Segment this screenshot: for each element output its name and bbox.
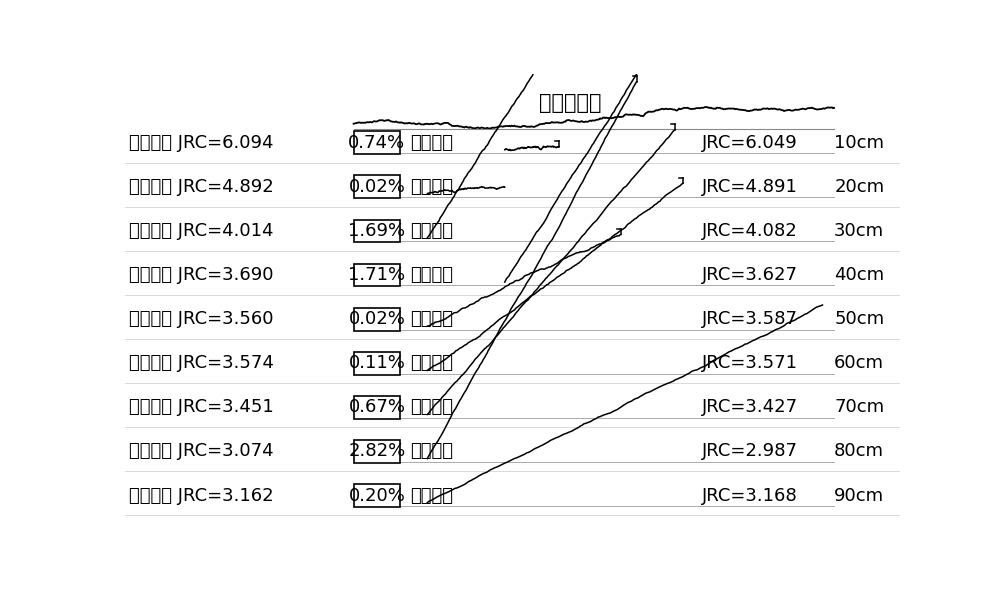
Text: 表征单元 JRC=4.892: 表征单元 JRC=4.892 <box>129 178 274 196</box>
Text: JRC=3.587: JRC=3.587 <box>702 310 798 328</box>
Bar <box>354 308 400 331</box>
Text: 表征单元 JRC=3.162: 表征单元 JRC=3.162 <box>129 487 274 505</box>
Text: 相对偏差: 相对偏差 <box>410 399 453 416</box>
Text: 相对偏差: 相对偏差 <box>410 266 453 284</box>
Bar <box>354 484 400 507</box>
Text: JRC=3.168: JRC=3.168 <box>702 487 798 505</box>
Text: 表征单元 JRC=6.094: 表征单元 JRC=6.094 <box>129 134 273 152</box>
Text: 相对偏差: 相对偏差 <box>410 310 453 328</box>
Bar <box>354 264 400 286</box>
Text: JRC=3.571: JRC=3.571 <box>702 354 798 372</box>
Bar <box>354 176 400 198</box>
Text: 0.74%: 0.74% <box>348 134 405 152</box>
Bar <box>354 396 400 419</box>
Text: 相对偏差: 相对偏差 <box>410 134 453 152</box>
Text: 相对偏差: 相对偏差 <box>410 354 453 372</box>
Text: 表征单元 JRC=3.451: 表征单元 JRC=3.451 <box>129 399 274 416</box>
Text: 90cm: 90cm <box>834 487 884 505</box>
Text: JRC=3.627: JRC=3.627 <box>702 266 798 284</box>
Text: JRC=3.427: JRC=3.427 <box>702 399 798 416</box>
Text: 70cm: 70cm <box>834 399 884 416</box>
Text: 0.02%: 0.02% <box>348 310 405 328</box>
Text: 80cm: 80cm <box>834 442 884 461</box>
Text: 相对偏差: 相对偏差 <box>410 222 453 240</box>
Text: 表征单元 JRC=3.560: 表征单元 JRC=3.560 <box>129 310 273 328</box>
Text: 表征单元 JRC=3.574: 表征单元 JRC=3.574 <box>129 354 274 372</box>
Text: 表征单元 JRC=4.014: 表征单元 JRC=4.014 <box>129 222 273 240</box>
Text: 相对偏差: 相对偏差 <box>410 442 453 461</box>
Text: 1.69%: 1.69% <box>348 222 405 240</box>
Bar <box>354 219 400 242</box>
Text: 相对偏差: 相对偏差 <box>410 487 453 505</box>
Text: 10cm: 10cm <box>834 134 884 152</box>
Text: JRC=6.049: JRC=6.049 <box>702 134 798 152</box>
Text: JRC=2.987: JRC=2.987 <box>702 442 798 461</box>
Text: 0.20%: 0.20% <box>348 487 405 505</box>
Text: 表征单元 JRC=3.690: 表征单元 JRC=3.690 <box>129 266 273 284</box>
Text: 20cm: 20cm <box>834 178 884 196</box>
Text: 30cm: 30cm <box>834 222 884 240</box>
Bar <box>354 352 400 375</box>
Text: 0.67%: 0.67% <box>348 399 405 416</box>
Text: 40cm: 40cm <box>834 266 884 284</box>
Text: 0.02%: 0.02% <box>348 178 405 196</box>
Text: JRC=4.891: JRC=4.891 <box>702 178 798 196</box>
Bar <box>354 440 400 463</box>
Text: 相对偏差: 相对偏差 <box>410 178 453 196</box>
Text: 0.11%: 0.11% <box>348 354 405 372</box>
Text: 1.71%: 1.71% <box>348 266 405 284</box>
Text: 2.82%: 2.82% <box>348 442 406 461</box>
Text: JRC=4.082: JRC=4.082 <box>702 222 798 240</box>
Text: 表征单元 JRC=3.074: 表征单元 JRC=3.074 <box>129 442 274 461</box>
Text: 60cm: 60cm <box>834 354 884 372</box>
Text: 50cm: 50cm <box>834 310 884 328</box>
Bar <box>354 131 400 154</box>
Text: 原岩结构面: 原岩结构面 <box>539 93 602 113</box>
